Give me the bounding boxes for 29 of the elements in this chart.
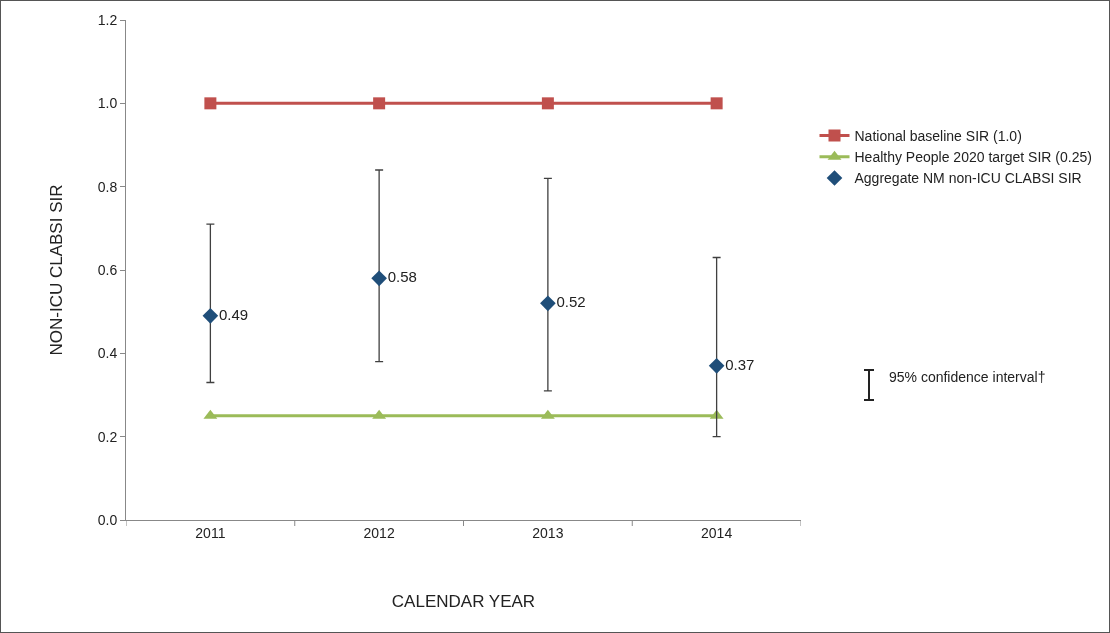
x-tick-label: 2013 [532,524,564,541]
x-axis-title: CALENDAR YEAR [391,592,536,612]
y-tick-label: 1.0 [97,95,118,112]
data-label: 0.58 [387,268,417,286]
x-tick-label: 2011 [195,524,226,541]
legend-label: Aggregate NM non-ICU CLABSI SIR [854,170,1082,187]
y-tick-label: 0.6 [97,261,118,278]
point [540,295,556,312]
y-tick-label: 0.4 [97,345,118,362]
point [202,308,219,324]
x-tick-label: 2012 [363,524,395,541]
point [708,358,725,374]
y-axis-title: NON-ICU CLABSI SIR [47,184,67,356]
point [373,97,386,110]
point [541,97,554,110]
text: 95% confidence interval† [889,369,1046,385]
data-label: 0.49 [218,305,249,323]
y-tick-label: 0.8 [97,178,118,195]
legend-label: Healthy People 2020 target SIR (0.25) [854,149,1092,166]
point [204,97,217,110]
y-tick-label: 1.2 [97,11,118,28]
y-tick-label: 0.0 [97,511,118,528]
point [710,97,723,110]
data-label: 0.52 [556,293,586,311]
point [371,270,387,287]
legend-label: National baseline SIR (1.0) [854,128,1022,145]
data-label: 0.37 [725,355,755,373]
x-tick-label: 2014 [701,524,733,541]
y-tick-label: 0.2 [97,428,118,445]
